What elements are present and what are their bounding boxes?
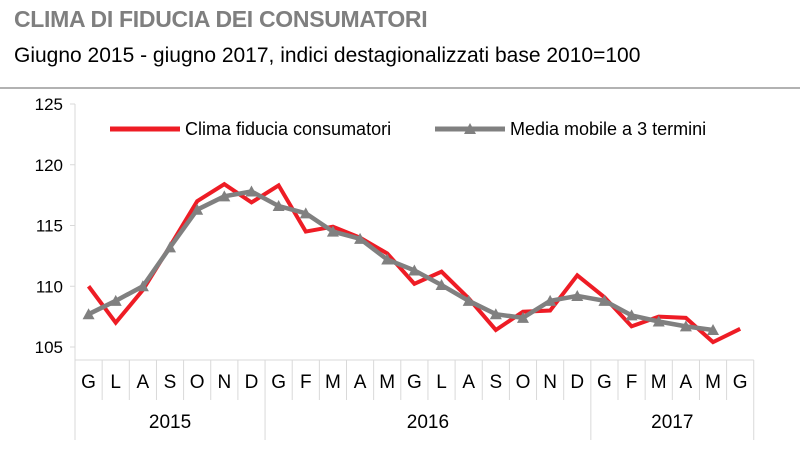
x-tick-label: S bbox=[489, 372, 502, 393]
x-tick-label: L bbox=[436, 372, 447, 393]
legend-marker bbox=[464, 123, 476, 134]
data-point-marker bbox=[136, 280, 149, 292]
legend-label: Media mobile a 3 termini bbox=[510, 119, 706, 139]
x-tick-label: D bbox=[245, 372, 259, 393]
x-tick-label: F bbox=[626, 372, 638, 393]
data-point-marker bbox=[299, 207, 312, 219]
y-tick-label: 125 bbox=[35, 95, 63, 114]
data-point-marker bbox=[164, 241, 177, 253]
data-point-marker bbox=[571, 289, 584, 301]
x-tick-label: L bbox=[110, 372, 121, 393]
x-tick-label: A bbox=[462, 372, 475, 393]
data-point-marker bbox=[381, 253, 394, 265]
data-point-marker bbox=[462, 294, 475, 306]
x-tick-label: G bbox=[81, 372, 96, 393]
x-tick-label: A bbox=[354, 372, 367, 393]
legend-label: Clima fiducia consumatori bbox=[185, 119, 391, 139]
chart-subtitle: Giugno 2015 - giugno 2017, indici destag… bbox=[14, 44, 641, 67]
series-line-media-mobile bbox=[87, 189, 714, 333]
x-tick-label: M bbox=[705, 372, 721, 393]
data-point-marker bbox=[354, 232, 367, 244]
x-tick-label: M bbox=[379, 372, 395, 393]
data-point-marker bbox=[435, 279, 448, 291]
data-point-marker bbox=[191, 203, 204, 215]
x-tick-label: N bbox=[217, 372, 231, 393]
data-point-marker bbox=[652, 315, 665, 327]
y-tick-label: 120 bbox=[35, 156, 63, 175]
data-point-marker bbox=[326, 225, 339, 237]
x-tick-label: A bbox=[137, 372, 150, 393]
chart-title: CLIMA DI FIDUCIA DEI CONSUMATORI bbox=[14, 6, 428, 32]
year-label: 2016 bbox=[407, 412, 449, 433]
data-point-marker bbox=[679, 320, 692, 332]
data-point-marker bbox=[408, 264, 421, 276]
x-tick-label: A bbox=[680, 372, 693, 393]
x-tick-label: F bbox=[300, 372, 312, 393]
x-tick-label: G bbox=[597, 372, 612, 393]
x-tick-label: G bbox=[733, 372, 748, 393]
data-point-marker bbox=[544, 294, 557, 306]
year-label: 2017 bbox=[651, 412, 693, 433]
data-point-marker bbox=[625, 309, 638, 321]
data-point-marker bbox=[598, 294, 611, 306]
data-point-marker bbox=[489, 308, 502, 320]
data-point-marker bbox=[109, 294, 122, 306]
series-line-clima bbox=[86, 181, 742, 345]
data-point-marker bbox=[707, 323, 720, 335]
x-tick-label: N bbox=[543, 372, 557, 393]
y-tick-label: 110 bbox=[36, 277, 63, 296]
data-point-marker bbox=[516, 311, 529, 323]
x-tick-label: G bbox=[407, 372, 422, 393]
data-point-marker bbox=[245, 185, 258, 197]
y-tick-label: 105 bbox=[35, 338, 63, 357]
data-point-marker bbox=[218, 190, 231, 202]
x-tick-label: M bbox=[325, 372, 341, 393]
x-tick-label: M bbox=[651, 372, 667, 393]
data-point-marker bbox=[272, 200, 285, 212]
x-tick-label: G bbox=[271, 372, 286, 393]
data-point-marker bbox=[82, 308, 95, 320]
y-tick-label: 115 bbox=[36, 217, 63, 236]
x-tick-label: O bbox=[190, 372, 205, 393]
year-label: 2015 bbox=[149, 412, 191, 433]
x-tick-label: S bbox=[164, 372, 177, 393]
x-tick-label: O bbox=[516, 372, 531, 393]
x-tick-label: D bbox=[570, 372, 584, 393]
